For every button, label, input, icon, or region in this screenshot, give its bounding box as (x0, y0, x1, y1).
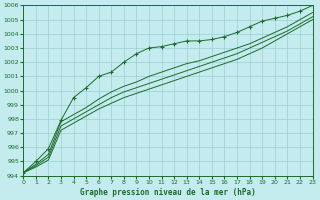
X-axis label: Graphe pression niveau de la mer (hPa): Graphe pression niveau de la mer (hPa) (80, 188, 256, 197)
